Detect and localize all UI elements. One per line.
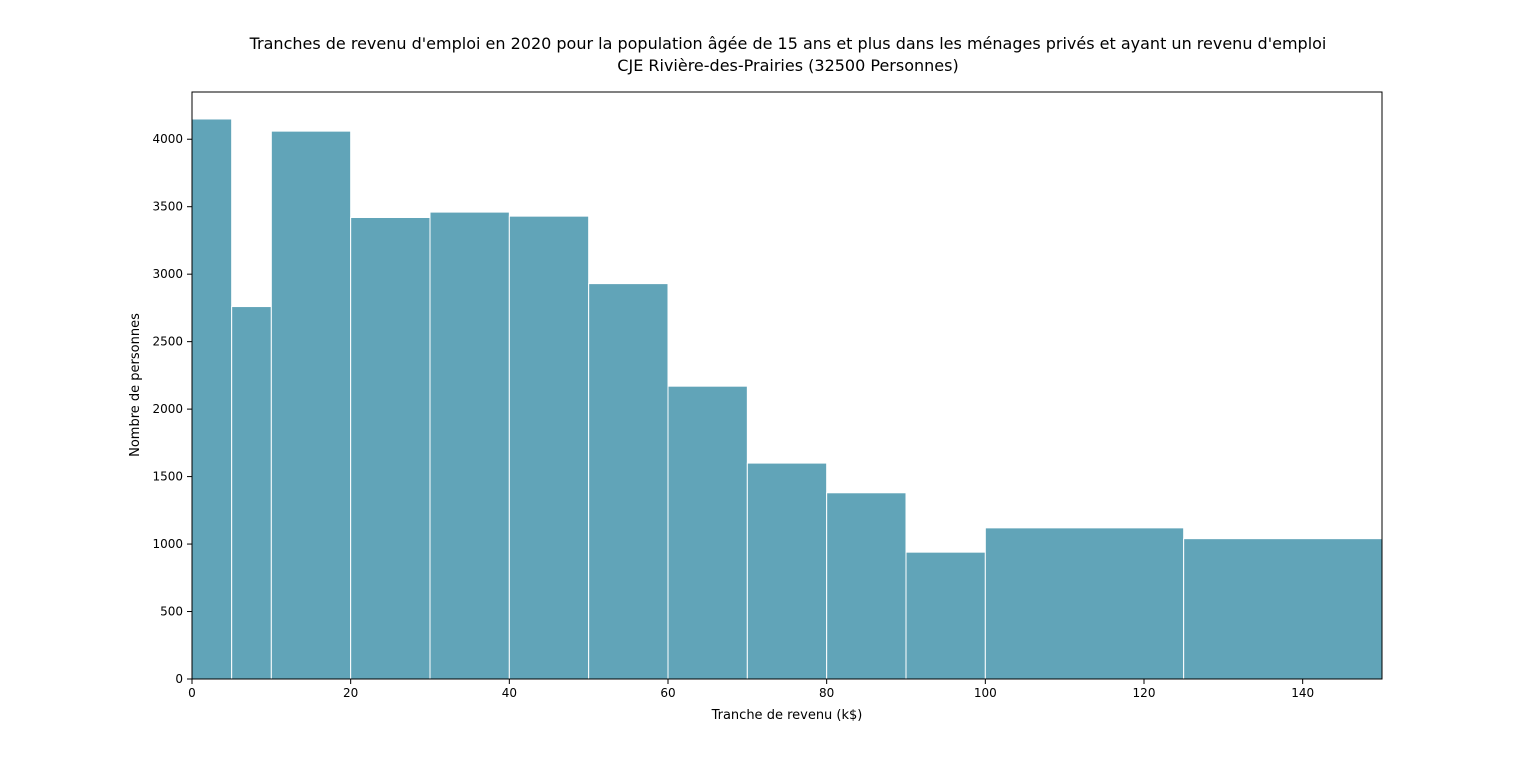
x-tick-label: 100 <box>974 686 997 700</box>
y-tick-label: 3000 <box>152 267 183 281</box>
bars-group <box>191 118 1383 680</box>
x-tick-label: 140 <box>1291 686 1314 700</box>
y-axis-ticks: 0 500 1000 1500 2000 2500 3000 3500 4000 <box>152 132 192 686</box>
x-tick-label: 80 <box>819 686 834 700</box>
x-tick-label: 120 <box>1133 686 1156 700</box>
bar-20-30 <box>350 216 431 680</box>
y-tick-label: 1000 <box>152 537 183 551</box>
y-tick-label: 1500 <box>152 470 183 484</box>
plot-area-frame <box>191 91 1383 680</box>
bar-90-100 <box>905 551 986 680</box>
x-tick-label: 20 <box>343 686 358 700</box>
x-tick-label: 40 <box>502 686 517 700</box>
y-tick-label: 2000 <box>152 402 183 416</box>
y-axis-label: Nombre de personnes <box>128 313 143 457</box>
bar-30-40 <box>429 211 510 680</box>
chart-title: Tranches de revenu d'emploi en 2020 pour… <box>249 34 1327 53</box>
chart-subtitle: CJE Rivière-des-Prairies (32500 Personne… <box>617 56 958 75</box>
x-tick-label: 60 <box>660 686 675 700</box>
bar-70-80 <box>746 462 828 680</box>
bar-125-150 <box>1183 538 1383 680</box>
x-tick-label: 0 <box>188 686 196 700</box>
bar-80-90 <box>826 492 907 680</box>
bar-40-50 <box>508 215 590 680</box>
bar-100-125 <box>984 527 1185 680</box>
x-axis-ticks: 0 20 40 60 80 100 120 140 <box>188 679 1314 700</box>
y-tick-label: 4000 <box>152 132 183 146</box>
bar-60-70 <box>667 385 748 680</box>
y-tick-label: 500 <box>160 605 183 619</box>
y-tick-label: 3500 <box>152 200 183 214</box>
y-tick-label: 0 <box>175 672 183 686</box>
bar-5-10 <box>231 306 272 680</box>
y-tick-label: 2500 <box>152 335 183 349</box>
bar-0-5 <box>191 118 233 680</box>
x-axis-label: Tranche de revenu (k$) <box>711 708 863 723</box>
bar-10-20 <box>270 130 352 680</box>
bar-50-60 <box>588 283 669 680</box>
